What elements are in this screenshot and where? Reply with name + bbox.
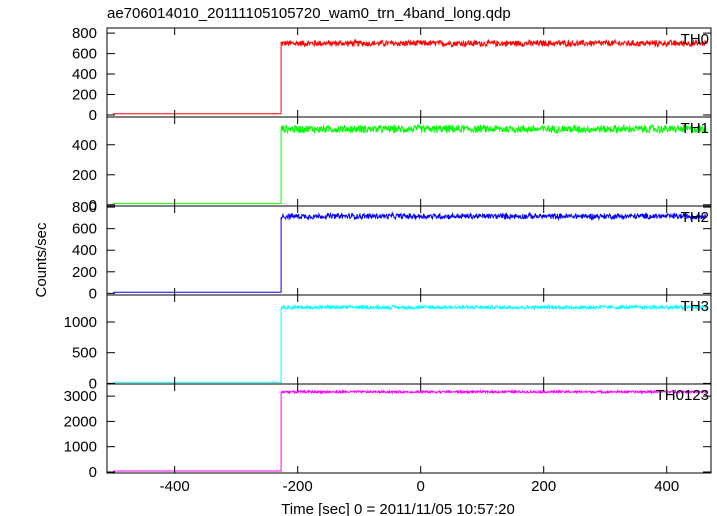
panel-label: TH0 — [681, 31, 709, 48]
y-tick-label: 200 — [72, 167, 97, 184]
panel-th0123: 0 1000 2000 3000 TH0123 — [64, 383, 712, 481]
y-tick-label: 1000 — [64, 314, 97, 331]
y-tick-label: 500 — [72, 345, 97, 362]
series-line-th2 — [113, 211, 707, 293]
y-tick-label: 600 — [72, 221, 97, 238]
series-line-th1 — [113, 123, 707, 205]
chart-panels: 0 200 400 600 800 TH0 0 200 400 TH1 0 200 400 600 800 T… — [64, 25, 712, 495]
x-tick-label: -200 — [283, 478, 313, 495]
panel-th3: 0 500 1000 TH3 — [64, 294, 712, 392]
panel-th1: 0 200 400 TH1 — [72, 116, 712, 214]
panel-frame — [106, 205, 712, 296]
panel-label: TH2 — [681, 209, 709, 226]
panel-frame — [106, 383, 712, 474]
panel-th2: 0 200 400 600 800 TH2 — [72, 199, 712, 302]
panel-label: TH0123 — [656, 387, 709, 404]
panel-th0: 0 200 400 600 800 TH0 — [72, 25, 712, 124]
panel-label: TH1 — [681, 120, 709, 137]
y-tick-label: 600 — [72, 46, 97, 63]
x-tick-label: -400 — [160, 478, 190, 495]
y-tick-label: 0 — [89, 464, 97, 481]
y-axis-label: Counts/sec — [33, 222, 50, 298]
y-tick-label: 200 — [72, 86, 97, 103]
x-tick-label: 0 — [417, 478, 425, 495]
y-tick-label: 800 — [72, 199, 97, 216]
y-tick-label: 0 — [89, 197, 97, 214]
y-tick-label: 400 — [72, 137, 97, 154]
y-tick-label: 1000 — [64, 439, 97, 456]
y-tick-label: 2000 — [64, 413, 97, 430]
y-tick-label: 200 — [72, 264, 97, 281]
x-axis-label: Time [sec] 0 = 2011/11/05 10:57:20 — [281, 501, 515, 516]
x-tick-label: 200 — [531, 478, 556, 495]
x-tick-label: 400 — [654, 478, 679, 495]
series-line-th0123 — [113, 388, 707, 472]
series-line-th3 — [113, 303, 707, 383]
y-tick-label: 0 — [89, 107, 97, 124]
y-tick-label: 400 — [72, 242, 97, 259]
y-tick-label: 0 — [89, 285, 97, 302]
y-tick-label: 0 — [89, 375, 97, 392]
panel-label: TH3 — [681, 298, 709, 315]
y-tick-label: 3000 — [64, 388, 97, 405]
chart-title: ae706014010_20111105105720_wam0_trn_4ban… — [107, 5, 511, 22]
series-line-th0 — [113, 38, 707, 115]
y-tick-label: 400 — [72, 66, 97, 83]
y-tick-label: 800 — [72, 25, 97, 42]
